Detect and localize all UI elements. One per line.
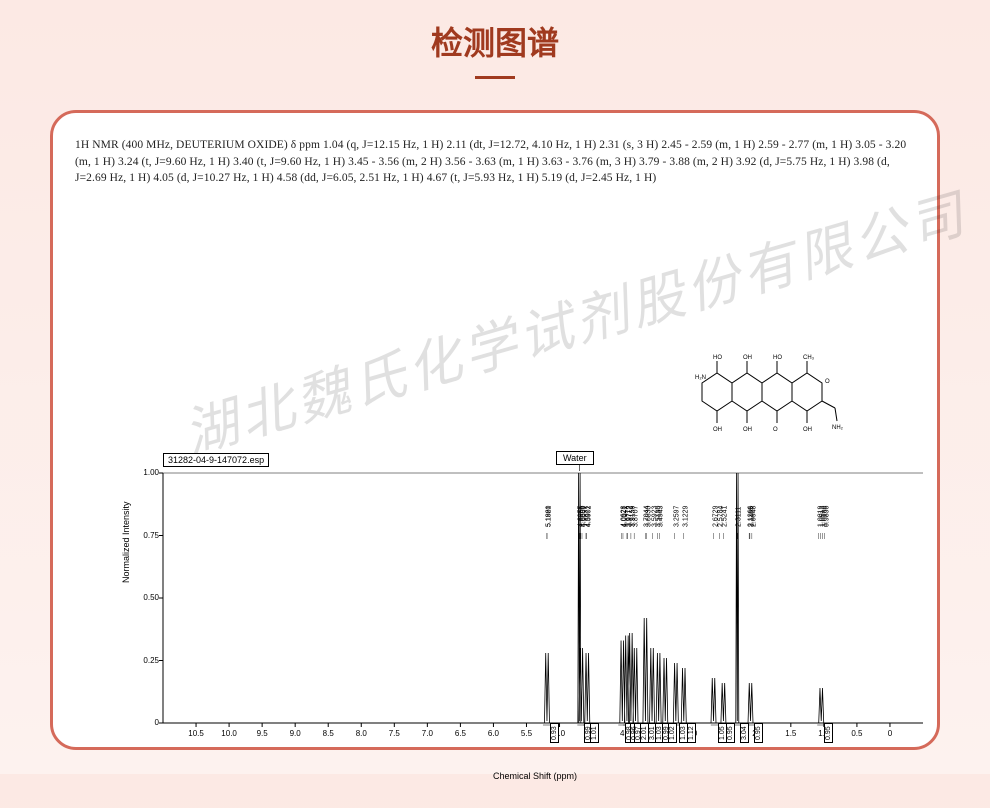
- x-tick: 0: [888, 729, 892, 738]
- water-annotation: Water: [556, 451, 594, 465]
- x-tick: 10.5: [188, 729, 204, 738]
- integral-label: 0.93: [550, 723, 559, 743]
- integral-label: 1.12: [687, 723, 696, 743]
- x-tick: 7.5: [389, 729, 400, 738]
- y-tick: 1.00: [135, 468, 159, 477]
- x-tick: 9.5: [257, 729, 268, 738]
- peak-label: 3.4943: [658, 506, 665, 527]
- svg-text:NH₂: NH₂: [832, 425, 844, 431]
- integral-label: 3.04: [740, 723, 749, 743]
- svg-text:O: O: [825, 379, 830, 385]
- y-tick: 0.50: [135, 593, 159, 602]
- x-tick: 0.5: [851, 729, 862, 738]
- chart-filename: 31282-04-9-147072.esp: [163, 453, 269, 467]
- peak-label: 5.1860: [545, 506, 552, 527]
- x-tick: 8.0: [356, 729, 367, 738]
- peak-label: 2.5241: [722, 506, 729, 527]
- x-tick: 6.0: [488, 729, 499, 738]
- svg-text:OH: OH: [743, 355, 752, 361]
- x-tick: 1.5: [785, 729, 796, 738]
- peak-label: 0.9896: [823, 506, 830, 527]
- spectrum-svg: [133, 463, 933, 803]
- svg-text:OH: OH: [743, 427, 752, 433]
- nmr-description: 1H NMR (400 MHz, DEUTERIUM OXIDE) δ ppm …: [75, 137, 915, 187]
- y-tick: 0.25: [135, 656, 159, 665]
- x-tick: 8.5: [323, 729, 334, 738]
- peak-label: 2.0948: [750, 506, 757, 527]
- svg-text:CH₃: CH₃: [803, 355, 815, 361]
- peak-label: 3.1229: [682, 506, 689, 527]
- svg-text:OH: OH: [803, 427, 812, 433]
- y-tick: 0.75: [135, 531, 159, 540]
- svg-text:HO: HO: [773, 355, 782, 361]
- x-tick: 6.5: [455, 729, 466, 738]
- x-axis-label: Chemical Shift (ppm): [493, 771, 577, 781]
- x-tick: 5.5: [521, 729, 532, 738]
- peak-label: 3.2597: [673, 506, 680, 527]
- y-tick: 0: [135, 718, 159, 727]
- x-tick: 9.0: [290, 729, 301, 738]
- peak-label: 2.3111: [736, 507, 743, 527]
- integral-label: 0.95: [726, 723, 735, 743]
- title-underline: [475, 76, 515, 79]
- svg-text:O: O: [773, 427, 778, 433]
- page-title: 检测图谱: [0, 0, 990, 64]
- spectrum-card: 1H NMR (400 MHz, DEUTERIUM OXIDE) δ ppm …: [50, 110, 940, 750]
- svg-text:OH: OH: [713, 427, 722, 433]
- x-tick: 7.0: [422, 729, 433, 738]
- peak-label: 4.5902: [585, 506, 592, 527]
- integral-label: 1.01: [590, 723, 599, 743]
- x-tick: 10.0: [221, 729, 237, 738]
- integral-label: 1.02: [668, 723, 677, 743]
- peak-label: 3.8707: [633, 506, 640, 527]
- integral-label: 0.95: [824, 723, 833, 743]
- molecule-structure: H₂N HO OH HO CH₃ OH OH O OH NH₂ O: [677, 343, 857, 463]
- y-axis-label: Normalized Intensity: [121, 501, 131, 583]
- svg-text:HO: HO: [713, 355, 722, 361]
- svg-text:H₂N: H₂N: [695, 375, 706, 381]
- nmr-chart: 31282-04-9-147072.esp Water Normalized I…: [133, 463, 933, 803]
- integral-label: 0.95: [754, 723, 763, 743]
